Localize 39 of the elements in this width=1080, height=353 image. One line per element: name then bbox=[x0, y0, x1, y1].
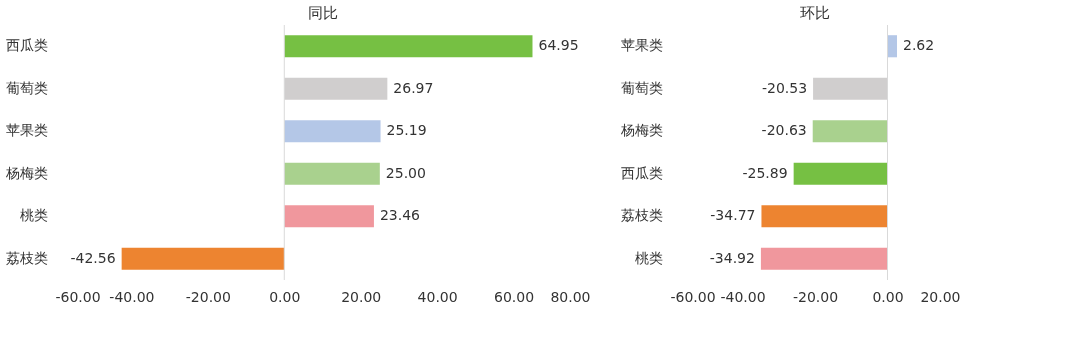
data-label: 25.00 bbox=[385, 164, 426, 181]
data-label: -20.53 bbox=[761, 79, 808, 96]
data-label: -34.77 bbox=[710, 207, 756, 224]
y-tick-label: 西瓜类 bbox=[5, 37, 48, 54]
y-tick-label: 葡萄类 bbox=[620, 79, 663, 96]
x-tick-label: 20.00 bbox=[341, 288, 382, 305]
y-tick-label: 苹果类 bbox=[5, 122, 48, 139]
data-label: 2.62 bbox=[903, 37, 935, 54]
y-tick-label: 桃类 bbox=[634, 249, 663, 266]
x-tick-label: 60.00 bbox=[494, 288, 535, 305]
x-tick-label: 20.00 bbox=[920, 288, 961, 305]
data-label: 23.46 bbox=[379, 207, 421, 224]
x-tick-label: 40.00 bbox=[417, 288, 458, 305]
x-tick-label: -40.00 bbox=[720, 288, 766, 305]
data-label: 64.95 bbox=[538, 37, 579, 54]
x-tick-label: -40.00 bbox=[109, 288, 155, 305]
chart-title: 环比 bbox=[800, 3, 830, 22]
data-label: -25.89 bbox=[742, 164, 788, 181]
y-tick-label: 桃类 bbox=[19, 207, 48, 224]
x-tick-label: 80.00 bbox=[550, 288, 591, 305]
chart-title: 同比 bbox=[307, 3, 338, 22]
data-label: 26.97 bbox=[393, 79, 434, 96]
y-tick-label: 杨梅类 bbox=[4, 164, 48, 181]
y-tick-label: 荔枝类 bbox=[620, 207, 663, 224]
y-tick-label: 苹果类 bbox=[620, 37, 663, 54]
x-tick-label: -60.00 bbox=[670, 288, 716, 305]
y-tick-label: 葡萄类 bbox=[5, 79, 48, 96]
x-tick-label: -60.00 bbox=[55, 288, 101, 305]
data-label: -20.63 bbox=[761, 122, 807, 139]
y-tick-label: 西瓜类 bbox=[620, 164, 663, 181]
x-tick-label: -20.00 bbox=[185, 288, 231, 305]
x-tick-label: 0.00 bbox=[269, 288, 301, 305]
x-tick-label: -20.00 bbox=[792, 288, 839, 305]
data-label: -34.92 bbox=[709, 249, 755, 266]
x-tick-label: 0.00 bbox=[872, 288, 904, 305]
data-label: 25.19 bbox=[386, 122, 427, 139]
data-label: -42.56 bbox=[70, 249, 116, 266]
y-tick-label: 杨梅类 bbox=[619, 122, 663, 139]
y-tick-label: 荔枝类 bbox=[5, 249, 48, 266]
